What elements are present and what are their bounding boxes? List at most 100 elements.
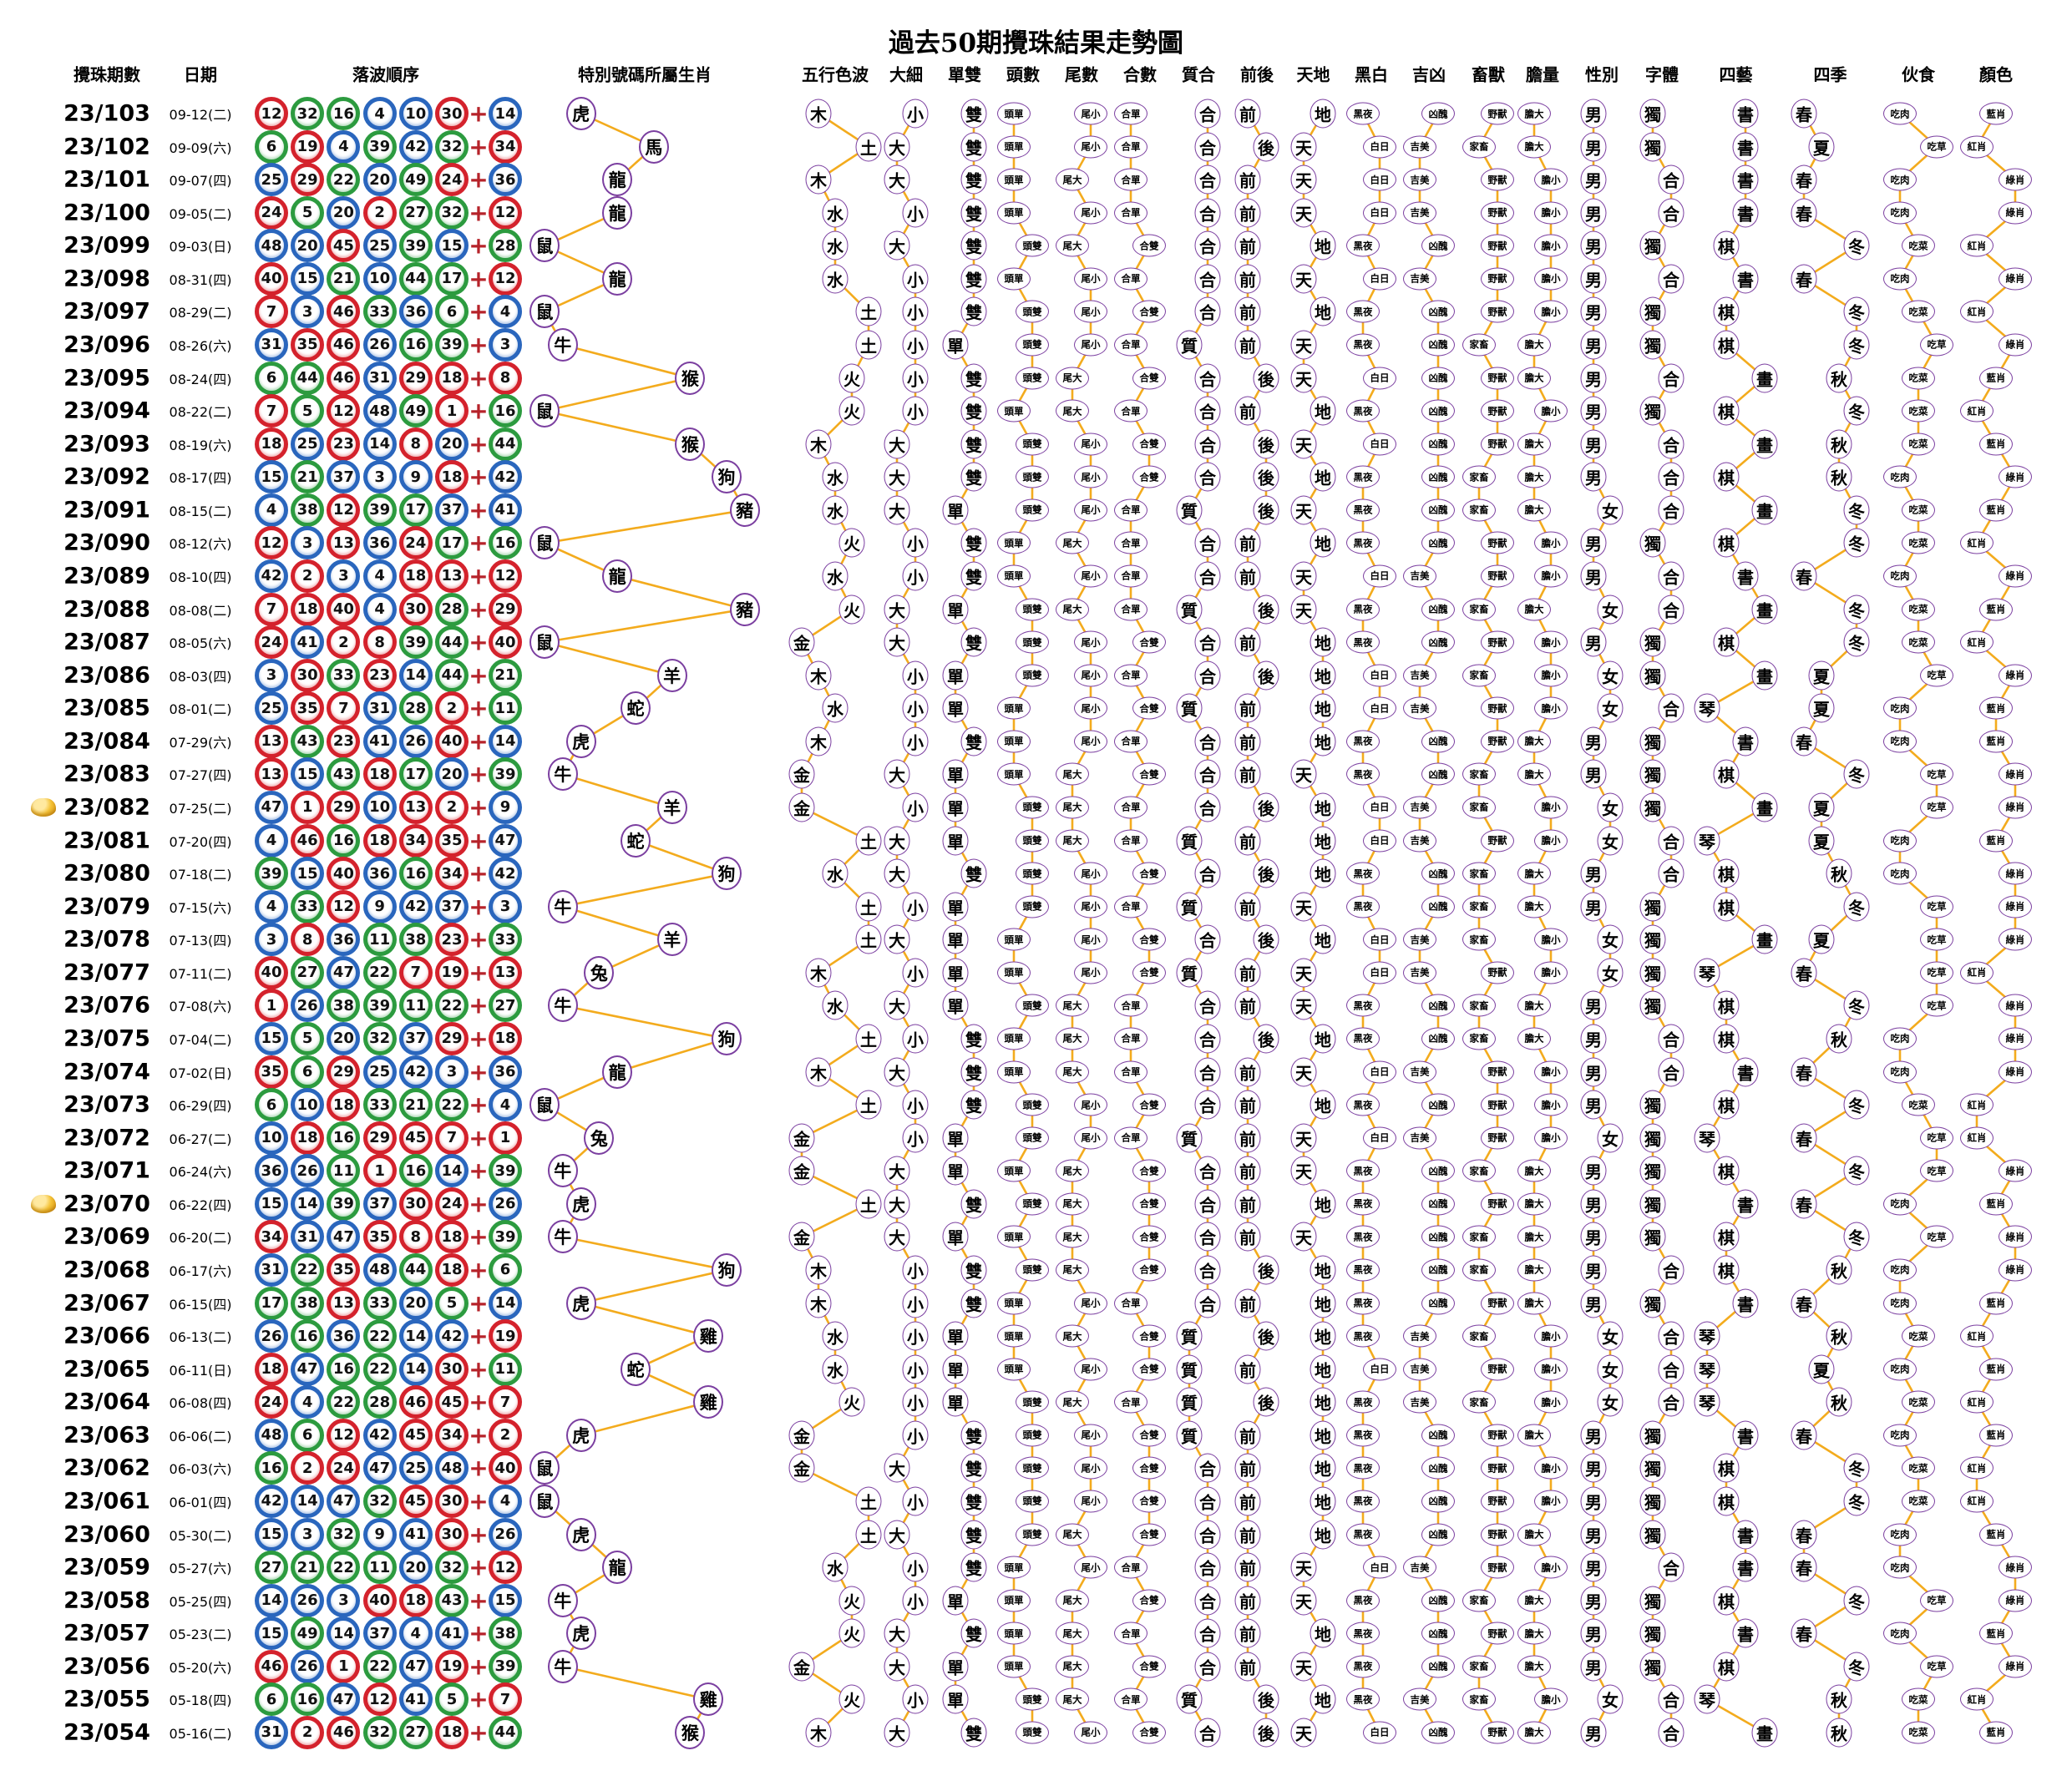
trend-marker-heshu: 合雙 <box>1132 234 1166 257</box>
trend-marker-ziti: 合 <box>1658 693 1684 723</box>
trend-marker-danshuang: 單 <box>942 1321 969 1351</box>
trend-marker-xingbie: 女 <box>1597 660 1624 691</box>
trend-marker-zhihe: 質 <box>1176 1420 1203 1450</box>
zodiac-marker: 鼠 <box>529 394 560 428</box>
trend-marker-danshuang: 雙 <box>960 561 987 591</box>
ball: 26 <box>291 1154 325 1188</box>
trend-marker-chushou: 野獸 <box>1481 399 1514 422</box>
ball: 35 <box>291 327 325 362</box>
ball: 44 <box>435 625 469 660</box>
trend-marker-siji: 春 <box>1791 726 1817 756</box>
ball: 7 <box>435 1121 469 1155</box>
trend-marker-xingbie: 女 <box>1597 1387 1624 1417</box>
trend-marker-zhihe: 合 <box>1194 198 1221 228</box>
trend-marker-toushu: 頭雙 <box>1016 1456 1049 1480</box>
trend-marker-qianhou: 前 <box>1234 1420 1261 1450</box>
period-label: 23/099 <box>63 232 150 259</box>
trend-marker-jixiong: 吉美 <box>1403 1126 1436 1150</box>
trend-marker-qianhou: 前 <box>1234 99 1261 129</box>
trend-marker-yanse: 紅肖 <box>1960 135 1993 159</box>
ball: 41 <box>291 625 325 660</box>
trend-marker-jixiong: 凶醜 <box>1421 102 1455 125</box>
trend-marker-daxiao: 大 <box>884 1718 910 1748</box>
trend-marker-daxiao: 小 <box>902 296 929 326</box>
trend-marker-wuxing: 火 <box>838 1387 865 1417</box>
trend-marker-ziti: 獨 <box>1639 726 1666 756</box>
ball: 18 <box>291 1121 325 1155</box>
trend-marker-ziti: 獨 <box>1639 99 1666 129</box>
trend-marker-yanse: 綠肖 <box>1999 168 2032 191</box>
special-ball: 36 <box>489 163 522 197</box>
trend-marker-huoshi: 吃肉 <box>1883 168 1917 191</box>
special-ball: 39 <box>489 757 522 792</box>
trend-marker-jixiong: 凶醜 <box>1421 994 1455 1017</box>
trend-marker-tiandi: 天 <box>1290 429 1317 459</box>
column-header-zhihe: 質合 <box>1182 64 1215 85</box>
ball: 7 <box>398 955 433 989</box>
ball: 36 <box>362 857 397 891</box>
trend-marker-daxiao: 大 <box>884 1057 910 1087</box>
period-label: 23/054 <box>63 1719 150 1746</box>
trend-marker-danliang: 膽小 <box>1534 796 1568 819</box>
column-header-jixiong: 吉凶 <box>1412 64 1446 85</box>
trend-marker-heibai: 黑夜 <box>1346 994 1380 1017</box>
special-ball: 16 <box>489 394 522 428</box>
date-label: 08-22(二) <box>169 404 232 421</box>
trend-marker-wuxing: 土 <box>855 826 882 856</box>
plus-sign: + <box>469 1487 489 1515</box>
trend-marker-toushu: 頭雙 <box>1016 433 1049 456</box>
trend-marker-qianhou: 前 <box>1234 726 1261 756</box>
trend-marker-heshu: 合單 <box>1114 564 1147 588</box>
trend-marker-qianhou: 前 <box>1234 1486 1261 1516</box>
trend-marker-tiandi: 地 <box>1310 1684 1336 1714</box>
trend-marker-tiandi: 天 <box>1290 363 1317 393</box>
trend-marker-tiandi: 地 <box>1310 924 1336 954</box>
trend-marker-danshuang: 單 <box>942 330 969 360</box>
ball: 4 <box>255 823 288 858</box>
trend-marker-wuxing: 金 <box>788 1652 815 1682</box>
date-label: 07-27(四) <box>169 767 232 784</box>
column-header-heshu: 合數 <box>1123 64 1157 85</box>
trend-marker-danliang: 膽大 <box>1517 1721 1551 1744</box>
ball: 29 <box>362 1121 397 1155</box>
zodiac-marker: 雞 <box>693 1385 724 1419</box>
trend-marker-heibai: 黑夜 <box>1346 630 1380 654</box>
page-title: 過去50期攪珠結果走勢圖 <box>888 28 1184 58</box>
trend-marker-zhihe: 合 <box>1194 1222 1221 1252</box>
trend-marker-daxiao: 大 <box>884 990 910 1020</box>
period-label: 23/080 <box>63 860 150 887</box>
trend-marker-ziti: 合 <box>1658 1354 1684 1384</box>
ball: 20 <box>398 1286 433 1320</box>
trend-marker-xingbie: 男 <box>1580 264 1607 294</box>
column-header-huoshi: 伙食 <box>1902 64 1935 85</box>
trend-marker-jixiong: 凶醜 <box>1421 730 1455 753</box>
ball: 27 <box>398 1715 433 1749</box>
trend-marker-huoshi: 吃草 <box>1920 333 1953 357</box>
trend-marker-zhihe: 質 <box>1176 1684 1203 1714</box>
plus-sign: + <box>469 562 489 590</box>
ball: 16 <box>291 1319 325 1354</box>
trend-marker-jixiong: 吉美 <box>1403 168 1436 191</box>
ball: 25 <box>255 163 288 197</box>
trend-marker-weishu: 尾小 <box>1074 135 1107 159</box>
zodiac-marker: 牛 <box>547 1220 578 1254</box>
trend-marker-wuxing: 水 <box>822 693 849 723</box>
ball: 30 <box>435 1352 469 1386</box>
ball: 18 <box>398 559 433 593</box>
zodiac-marker: 虎 <box>565 1187 596 1221</box>
trend-marker-danshuang: 單 <box>942 1387 969 1417</box>
plus-sign: + <box>469 1190 489 1218</box>
trend-marker-zhihe: 合 <box>1194 230 1221 261</box>
ball: 39 <box>398 625 433 660</box>
date-label: 08-08(二) <box>169 602 232 619</box>
trend-marker-wuxing: 水 <box>822 462 849 492</box>
ball: 26 <box>255 1319 288 1354</box>
trend-marker-daxiao: 小 <box>902 264 929 294</box>
trend-marker-yanse: 藍肖 <box>1979 1192 2013 1216</box>
trend-marker-ziti: 合 <box>1658 1718 1684 1748</box>
ball: 16 <box>327 1352 361 1386</box>
date-label: 06-17(六) <box>169 1262 232 1279</box>
trend-marker-huoshi: 吃草 <box>1920 1126 1953 1150</box>
period-label: 23/055 <box>63 1686 150 1713</box>
date-label: 07-18(二) <box>169 867 232 883</box>
